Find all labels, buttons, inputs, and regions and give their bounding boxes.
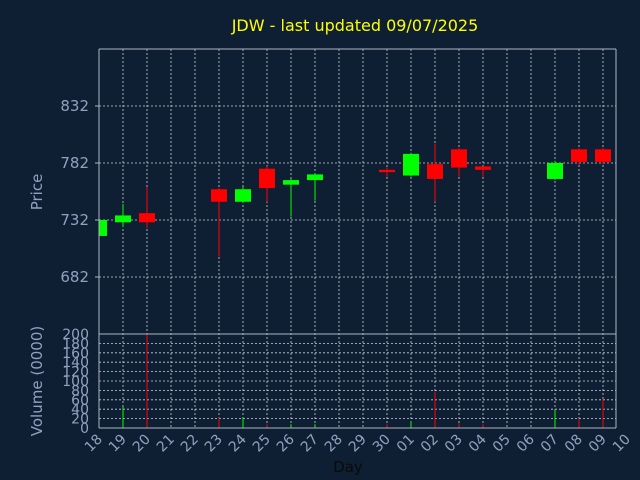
candle-body xyxy=(379,169,395,173)
candle-layer xyxy=(98,143,611,257)
x-tick-label: 19 xyxy=(106,432,130,456)
candle-body xyxy=(571,149,587,162)
volume-tick-label: 0 xyxy=(80,421,89,437)
x-tick-label: 26 xyxy=(274,431,298,455)
candle-body xyxy=(235,189,251,202)
x-tick-label: 09 xyxy=(586,432,610,456)
candle-body xyxy=(139,213,155,223)
volume-tick-label: 80 xyxy=(71,383,89,399)
volume-tick-label: 200 xyxy=(62,327,89,343)
volume-tick-label: 60 xyxy=(71,393,89,409)
volume-tick-label: 40 xyxy=(71,402,89,418)
candle-body xyxy=(403,153,419,176)
price-axis-label: Price xyxy=(28,174,46,211)
volume-tick-label: 160 xyxy=(62,346,89,362)
x-tick-label: 06 xyxy=(514,431,538,455)
x-tick-label: 10 xyxy=(610,432,634,456)
price-tick-label: 782 xyxy=(60,154,89,172)
x-tick-label: 05 xyxy=(490,432,514,456)
tick-layer: 6827327828320204060801001201401601802001… xyxy=(60,97,633,455)
x-tick-label: 29 xyxy=(346,432,370,456)
candle-body xyxy=(115,215,131,223)
candle-body xyxy=(451,149,467,168)
price-tick-label: 732 xyxy=(60,211,89,229)
x-tick-label: 22 xyxy=(178,432,202,456)
price-tick-label: 682 xyxy=(60,268,89,286)
price-tick-label: 832 xyxy=(60,97,89,115)
x-tick-label: 03 xyxy=(442,432,466,456)
x-tick-label: 01 xyxy=(394,432,418,456)
x-tick-label: 02 xyxy=(418,432,442,456)
chart-title: JDW - last updated 09/07/2025 xyxy=(231,16,479,35)
volume-tick-label: 100 xyxy=(62,374,89,390)
candle-body xyxy=(475,166,491,170)
candle-body xyxy=(547,163,563,179)
volume-tick-label: 20 xyxy=(71,412,89,428)
x-tick-label: 20 xyxy=(130,432,154,456)
x-tick-label: 07 xyxy=(538,432,562,456)
candle-body xyxy=(259,168,275,189)
x-tick-label: 24 xyxy=(226,431,250,455)
candle-body xyxy=(307,174,323,181)
x-tick-label: 25 xyxy=(250,432,274,456)
candle-body xyxy=(595,149,611,162)
volume-tick-label: 120 xyxy=(62,365,89,381)
frame-layer xyxy=(98,48,617,429)
volume-layer xyxy=(98,334,604,428)
volume-tick-label: 140 xyxy=(62,355,89,371)
x-tick-label: 30 xyxy=(370,432,394,456)
grid-layer xyxy=(99,49,616,428)
x-axis-label: Day xyxy=(333,458,363,476)
candle-body xyxy=(283,180,299,185)
volume-tick-label: 180 xyxy=(62,336,89,352)
x-tick-label: 08 xyxy=(562,432,586,456)
x-tick-label: 21 xyxy=(154,432,178,456)
candle-body xyxy=(211,189,227,202)
x-tick-label: 04 xyxy=(466,431,490,455)
volume-axis-label: Volume (0000) xyxy=(28,326,46,436)
x-tick-label: 28 xyxy=(322,432,346,456)
x-tick-label: 23 xyxy=(202,432,226,456)
x-tick-label: 27 xyxy=(298,432,322,456)
candle-body xyxy=(427,164,443,179)
candle-body xyxy=(99,220,107,236)
